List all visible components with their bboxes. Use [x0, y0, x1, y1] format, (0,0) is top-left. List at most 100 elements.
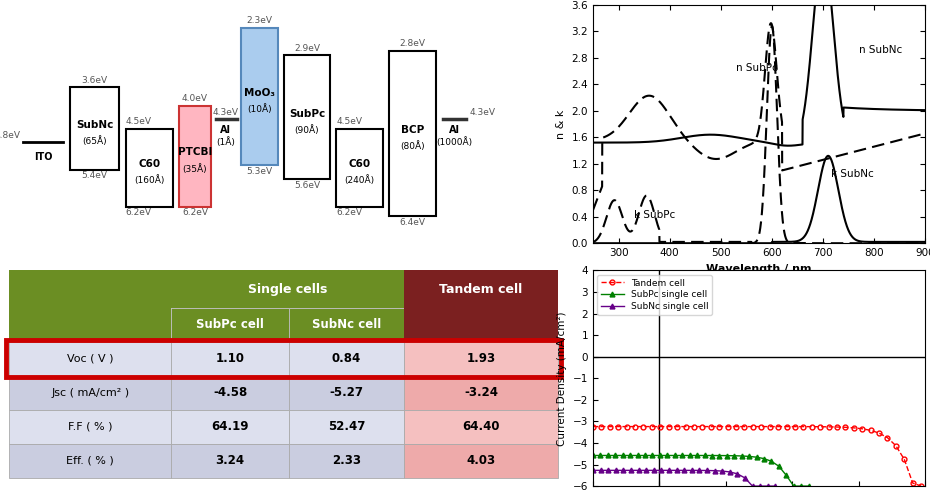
SubPc single cell: [722, 453, 733, 459]
Text: 3.6eV: 3.6eV: [82, 76, 108, 85]
SubPc single cell: [714, 453, 725, 459]
Bar: [289, 410, 405, 444]
Text: Jsc ( mA/cm² ): Jsc ( mA/cm² ): [51, 388, 129, 398]
SubPc single cell: [595, 453, 606, 459]
Tandem cell: [781, 424, 792, 430]
Bar: [389, 51, 436, 216]
SubPc single cell: [632, 453, 644, 459]
Bar: [179, 106, 211, 207]
Text: 1.10: 1.10: [216, 352, 245, 365]
SubPc single cell: [707, 453, 718, 459]
Bar: [336, 129, 383, 207]
Text: 6.2eV: 6.2eV: [336, 208, 362, 217]
SubPc single cell: [647, 453, 658, 459]
Text: PTCBI: PTCBI: [178, 147, 212, 158]
SubNc single cell: [732, 471, 743, 477]
Text: (90Å): (90Å): [295, 125, 319, 135]
Tandem cell: [705, 424, 716, 430]
SubNc single cell: [701, 467, 712, 473]
SubNc single cell: [724, 469, 736, 475]
SubNc single cell: [618, 467, 629, 473]
Text: 4.03: 4.03: [466, 454, 496, 467]
Text: ITO: ITO: [34, 152, 53, 162]
SubNc single cell: [656, 467, 667, 473]
Bar: [289, 342, 405, 376]
Bar: [126, 129, 173, 207]
Tandem cell: [596, 424, 607, 430]
Tandem cell: [613, 424, 624, 430]
SubNc single cell: [739, 475, 751, 481]
Text: 2.3eV: 2.3eV: [246, 17, 272, 26]
Text: 2.9eV: 2.9eV: [294, 44, 320, 53]
Text: 5.3eV: 5.3eV: [246, 167, 272, 176]
SubNc single cell: [716, 468, 727, 474]
Tandem cell: [882, 435, 893, 440]
Bar: [171, 376, 289, 410]
Tandem cell: [840, 424, 851, 430]
Text: n SubPc: n SubPc: [737, 63, 777, 73]
Bar: [9, 271, 171, 308]
Text: C60: C60: [349, 159, 370, 169]
SubPc single cell: [655, 453, 666, 459]
Bar: [71, 87, 119, 170]
Tandem cell: [823, 424, 834, 430]
Text: 4.5eV: 4.5eV: [336, 117, 362, 126]
Text: (1Å): (1Å): [217, 137, 235, 147]
Tandem cell: [798, 424, 809, 430]
SubNc single cell: [625, 467, 636, 473]
SubPc single cell: [803, 483, 814, 489]
Text: (240Å): (240Å): [344, 175, 375, 186]
SubNc single cell: [603, 467, 614, 473]
SubPc single cell: [640, 453, 651, 459]
SubNc single cell: [679, 467, 690, 473]
SubNc single cell: [671, 467, 682, 473]
Tandem cell: [722, 424, 733, 430]
Text: 4.3eV: 4.3eV: [470, 108, 496, 117]
Text: 4.8eV: 4.8eV: [0, 131, 21, 140]
SubPc single cell: [625, 453, 636, 459]
Text: F.F ( % ): F.F ( % ): [68, 422, 113, 432]
SubPc single cell: [759, 456, 770, 462]
SubNc single cell: [595, 467, 606, 473]
SubNc single cell: [770, 483, 781, 489]
SubPc single cell: [737, 453, 748, 459]
SubPc single cell: [588, 453, 599, 459]
Tandem cell: [713, 424, 724, 430]
SubPc single cell: [751, 454, 763, 460]
SubNc single cell: [588, 467, 599, 473]
Legend: Tandem cell, SubPc single cell, SubNc single cell: Tandem cell, SubPc single cell, SubNc si…: [597, 275, 712, 315]
Bar: [171, 308, 289, 342]
Text: Tandem cell: Tandem cell: [439, 283, 523, 296]
Text: 5.4eV: 5.4eV: [82, 171, 108, 180]
SubNc single cell: [694, 467, 705, 473]
Tandem cell: [890, 443, 901, 449]
Bar: [9, 342, 171, 376]
Tandem cell: [680, 424, 691, 430]
Tandem cell: [588, 424, 599, 430]
Tandem cell: [697, 424, 708, 430]
Text: 6.2eV: 6.2eV: [126, 208, 152, 217]
Text: SubPc cell: SubPc cell: [196, 318, 264, 331]
Y-axis label: n & k: n & k: [556, 109, 566, 139]
SubPc single cell: [774, 464, 785, 469]
Text: -3.24: -3.24: [464, 386, 498, 399]
SubNc single cell: [633, 467, 644, 473]
SubNc single cell: [747, 483, 758, 489]
Text: 6.2eV: 6.2eV: [182, 208, 208, 217]
Tandem cell: [646, 424, 658, 430]
Text: 5.6eV: 5.6eV: [294, 181, 320, 190]
Bar: [284, 55, 330, 179]
Text: Voc ( V ): Voc ( V ): [67, 354, 113, 364]
Line: Tandem cell: Tandem cell: [591, 424, 923, 489]
SubNc single cell: [610, 467, 621, 473]
Tandem cell: [638, 424, 649, 430]
Text: 6.4eV: 6.4eV: [399, 218, 425, 227]
Tandem cell: [898, 457, 910, 463]
Bar: [405, 376, 558, 410]
Text: (65Å): (65Å): [83, 136, 107, 146]
SubNc single cell: [641, 467, 652, 473]
Tandem cell: [915, 483, 926, 489]
Tandem cell: [831, 424, 843, 430]
Text: Single cells: Single cells: [248, 283, 327, 296]
Bar: [9, 376, 171, 410]
